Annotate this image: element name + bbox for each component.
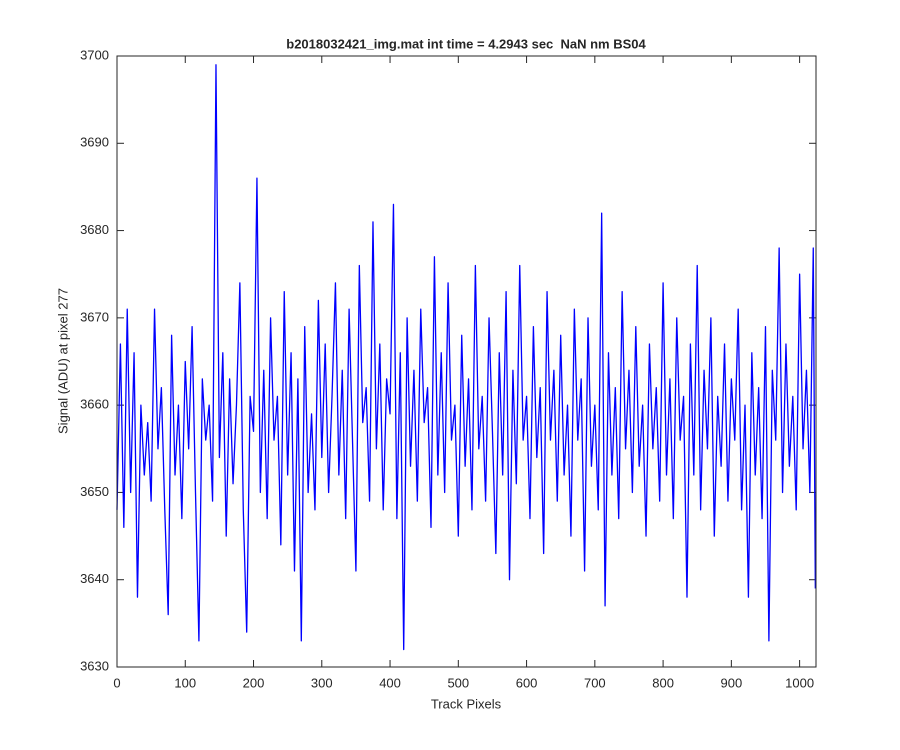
data-line [116, 64, 816, 651]
y-tick-label: 3670 [80, 309, 109, 324]
x-tick-label: 400 [379, 675, 401, 690]
x-tick-label: 900 [721, 675, 743, 690]
x-tick-label: 700 [584, 675, 606, 690]
y-tick-label: 3660 [80, 397, 109, 412]
x-tick-label: 300 [311, 675, 333, 690]
y-tick-label: 3690 [80, 135, 109, 150]
y-axis-label: Signal (ADU) at pixel 277 [55, 288, 70, 434]
x-tick-label: 100 [174, 675, 196, 690]
x-tick-label: 1000 [785, 675, 814, 690]
x-tick-label: 500 [447, 675, 469, 690]
y-tick-label: 3700 [80, 47, 109, 62]
y-tick-label: 3630 [80, 658, 109, 673]
x-tick-label: 0 [113, 675, 120, 690]
x-tick-label: 200 [243, 675, 265, 690]
x-axis-label: Track Pixels [431, 696, 502, 711]
plot-frame [116, 55, 817, 668]
y-tick-label: 3640 [80, 571, 109, 586]
y-tick-label: 3680 [80, 222, 109, 237]
x-tick-label: 600 [516, 675, 538, 690]
chart-title: b2018032421_img.mat int time = 4.2943 se… [286, 36, 646, 51]
x-tick-label: 800 [652, 675, 674, 690]
y-tick-label: 3650 [80, 484, 109, 499]
